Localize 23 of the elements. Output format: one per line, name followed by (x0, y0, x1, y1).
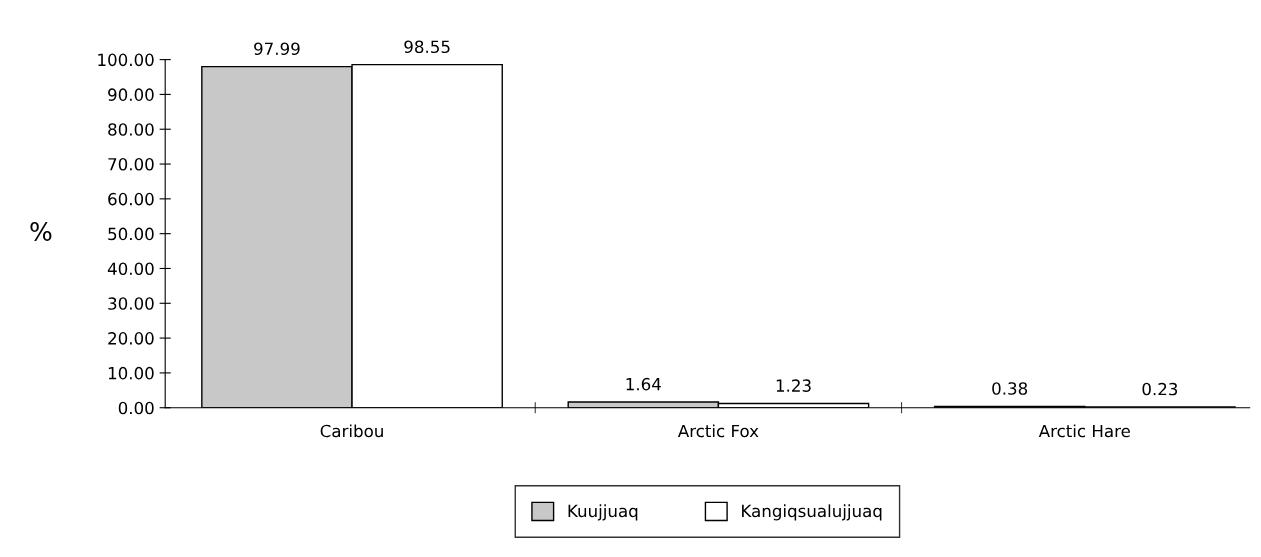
data-label: 98.55 (404, 40, 450, 54)
y-tick-label: 30.00 (108, 297, 154, 310)
y-tick-label: 100.00 (98, 53, 154, 67)
data-label: 1.23 (776, 379, 811, 392)
data-label: 97.99 (254, 42, 300, 56)
x-tick-label: Arctic Hare (1038, 424, 1130, 438)
y-tick-label: 20.00 (108, 332, 154, 345)
legend-label: Kuujjuaq (568, 504, 638, 521)
y-tick-label: 40.00 (107, 262, 154, 276)
y-tick-label: 90.00 (108, 88, 154, 101)
x-tick-label: Arctic Fox (677, 424, 759, 438)
legend-label: Kangiqsualujjuaq (742, 504, 882, 521)
y-tick-label: 0.00 (118, 401, 154, 415)
data-label: 1.64 (626, 377, 661, 391)
y-tick-label: 80.00 (108, 123, 154, 136)
y-axis-title: % (30, 222, 52, 241)
y-tick-label: 50.00 (108, 227, 154, 241)
data-label: 0.23 (1142, 382, 1178, 396)
y-tick-label: 70.00 (108, 158, 154, 171)
y-tick-label: 10.00 (108, 366, 154, 380)
data-label: 0.38 (992, 382, 1028, 395)
y-tick-label: 60.00 (108, 192, 154, 206)
x-tick-label: Caribou (320, 424, 383, 438)
